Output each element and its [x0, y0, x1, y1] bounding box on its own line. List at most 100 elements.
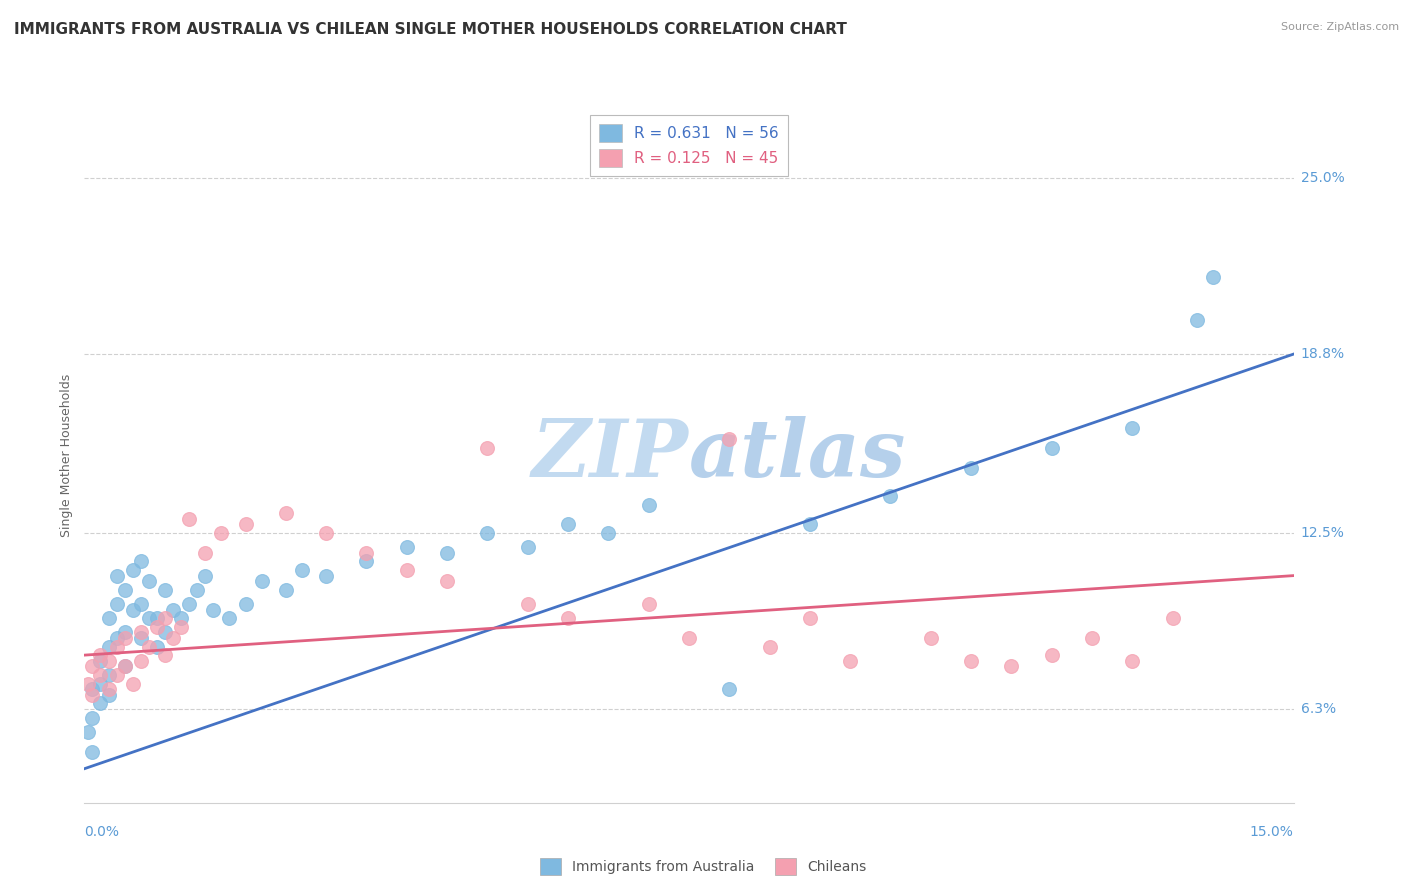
Point — [82, 659, 104, 673]
Point — [105, 597, 128, 611]
Point — [1000, 659, 1022, 673]
Legend: Immigrants from Australia, Chileans: Immigrants from Australia, Chileans — [534, 853, 872, 880]
Point — [114, 659, 136, 673]
Point — [129, 631, 152, 645]
Point — [839, 654, 862, 668]
Point — [153, 625, 176, 640]
Point — [105, 568, 128, 582]
Text: 15.0%: 15.0% — [1250, 825, 1294, 839]
Point — [97, 654, 120, 668]
Point — [209, 526, 232, 541]
Point — [186, 582, 208, 597]
Point — [153, 648, 176, 662]
Point — [89, 676, 111, 690]
Point — [477, 526, 499, 541]
Point — [77, 676, 100, 690]
Point — [121, 676, 143, 690]
Point — [274, 506, 297, 520]
Point — [315, 568, 337, 582]
Point — [718, 682, 741, 697]
Text: 18.8%: 18.8% — [1301, 347, 1344, 361]
Point — [436, 546, 458, 560]
Point — [89, 697, 111, 711]
Point — [356, 546, 378, 560]
Point — [153, 611, 176, 625]
Point — [516, 540, 538, 554]
Point — [129, 654, 152, 668]
Point — [598, 526, 620, 541]
Point — [637, 597, 659, 611]
Point — [194, 546, 217, 560]
Text: ZIP: ZIP — [531, 417, 689, 493]
Point — [315, 526, 337, 541]
Point — [129, 625, 152, 640]
Point — [1081, 631, 1104, 645]
Point — [179, 512, 201, 526]
Point — [114, 625, 136, 640]
Point — [557, 517, 579, 532]
Point — [97, 611, 120, 625]
Point — [138, 574, 160, 589]
Point — [218, 611, 240, 625]
Point — [1202, 270, 1225, 285]
Text: 6.3%: 6.3% — [1301, 702, 1336, 716]
Point — [395, 563, 418, 577]
Point — [105, 631, 128, 645]
Text: Source: ZipAtlas.com: Source: ZipAtlas.com — [1281, 22, 1399, 32]
Point — [274, 582, 297, 597]
Point — [129, 554, 152, 568]
Point — [162, 631, 184, 645]
Point — [170, 620, 193, 634]
Point — [516, 597, 538, 611]
Text: 25.0%: 25.0% — [1301, 171, 1344, 185]
Point — [170, 611, 193, 625]
Point — [799, 517, 821, 532]
Point — [960, 460, 983, 475]
Legend: R = 0.631   N = 56, R = 0.125   N = 45: R = 0.631 N = 56, R = 0.125 N = 45 — [591, 115, 787, 177]
Point — [1185, 313, 1208, 327]
Text: 12.5%: 12.5% — [1301, 526, 1344, 540]
Point — [77, 724, 100, 739]
Point — [678, 631, 700, 645]
Point — [194, 568, 217, 582]
Point — [114, 659, 136, 673]
Point — [1161, 611, 1184, 625]
Text: 0.0%: 0.0% — [84, 825, 120, 839]
Point — [138, 611, 160, 625]
Point — [1121, 654, 1143, 668]
Point — [960, 654, 983, 668]
Point — [291, 563, 314, 577]
Point — [97, 668, 120, 682]
Point — [82, 710, 104, 724]
Point — [129, 597, 152, 611]
Point — [162, 603, 184, 617]
Point — [146, 611, 169, 625]
Text: atlas: atlas — [689, 417, 907, 493]
Point — [97, 640, 120, 654]
Point — [477, 441, 499, 455]
Point — [758, 640, 780, 654]
Point — [799, 611, 821, 625]
Point — [879, 489, 901, 503]
Point — [637, 498, 659, 512]
Point — [146, 620, 169, 634]
Point — [89, 654, 111, 668]
Point — [235, 597, 257, 611]
Point — [121, 563, 143, 577]
Point — [1121, 421, 1143, 435]
Point — [920, 631, 942, 645]
Point — [153, 582, 176, 597]
Point — [436, 574, 458, 589]
Point — [105, 640, 128, 654]
Point — [97, 682, 120, 697]
Point — [1040, 648, 1063, 662]
Point — [89, 668, 111, 682]
Point — [146, 640, 169, 654]
Point — [202, 603, 225, 617]
Point — [356, 554, 378, 568]
Point — [395, 540, 418, 554]
Point — [718, 432, 741, 446]
Point — [89, 648, 111, 662]
Point — [114, 582, 136, 597]
Point — [179, 597, 201, 611]
